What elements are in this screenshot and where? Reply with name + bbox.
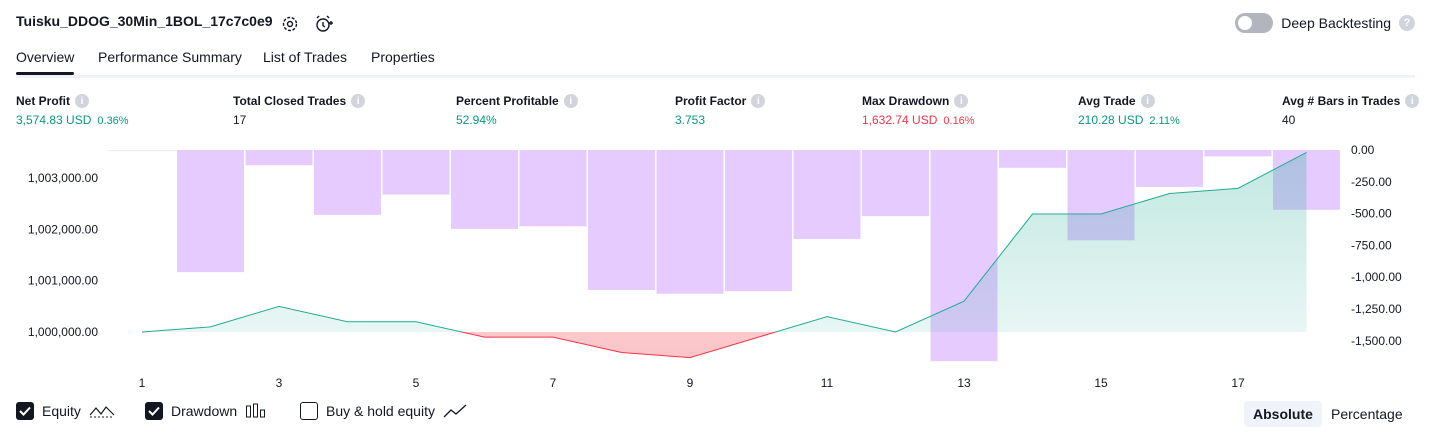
tab-overview[interactable]: Overview [16, 49, 74, 65]
drawdown-bar [794, 150, 861, 239]
x-axis-tick: 13 [957, 376, 971, 390]
legend-equity[interactable]: Equity [16, 402, 115, 420]
metric-value: 17 [233, 113, 246, 127]
x-axis-tick: 1 [139, 376, 146, 390]
equity-line-icon [89, 403, 115, 419]
metric-percent: 0.16% [943, 115, 974, 127]
x-axis-tick: 17 [1231, 376, 1245, 390]
help-icon[interactable]: i [1405, 94, 1419, 108]
equity-legend-label: Equity [42, 403, 81, 419]
strategy-title: Tuisku_DDOG_30Min_1BOL_17c7c0e9 [16, 13, 273, 29]
right-axis-tick: -1,000.00 [1351, 270, 1402, 284]
metric-value: 1,632.74 USD [862, 113, 937, 127]
legend-drawdown[interactable]: Drawdown [145, 402, 267, 420]
drawdown-bar [588, 150, 655, 290]
right-axis-tick: -1,500.00 [1351, 334, 1402, 348]
legend-buyhold[interactable]: Buy & hold equity [300, 402, 467, 420]
metric-value: 40 [1282, 113, 1295, 127]
metric-label: Profit Factor [675, 94, 746, 108]
add-alert-icon[interactable] [314, 14, 334, 34]
help-icon[interactable]: i [564, 94, 578, 108]
right-axis-tick: -750.00 [1351, 238, 1392, 252]
metric-label: Max Drawdown [862, 94, 949, 108]
drawdown-bar [862, 150, 929, 216]
metric-percent-profitable: Percent Profitable i 52.94% [456, 94, 578, 127]
x-axis-tick: 3 [276, 376, 283, 390]
drawdown-bar [999, 150, 1066, 168]
left-axis-tick: 1,003,000.00 [28, 171, 98, 185]
metric-label: Total Closed Trades [233, 94, 346, 108]
metric-net-profit: Net Profit i 3,574.83 USD 0.36% [16, 94, 129, 127]
x-axis-tick: 11 [821, 376, 834, 390]
x-axis-tick: 9 [687, 376, 694, 390]
metric-avg-trade: Avg Trade i 210.28 USD 2.11% [1078, 94, 1180, 127]
deep-backtesting-toggle[interactable] [1235, 13, 1273, 33]
right-axis-tick: -500.00 [1351, 207, 1392, 221]
left-axis-tick: 1,001,000.00 [28, 274, 98, 288]
help-icon[interactable]: i [954, 94, 968, 108]
help-icon[interactable]: i [751, 94, 765, 108]
help-icon[interactable]: i [75, 94, 89, 108]
tab-properties[interactable]: Properties [371, 49, 435, 65]
left-axis: 1,003,000.00 1,002,000.00 1,001,000.00 1,00… [28, 171, 98, 339]
metric-total-closed-trades: Total Closed Trades i 17 [233, 94, 365, 127]
x-axis: 1 3 5 7 9 11 13 15 17 [139, 376, 1245, 390]
metric-label: Avg Trade [1078, 94, 1136, 108]
tab-performance-summary[interactable]: Performance Summary [98, 49, 242, 65]
help-icon[interactable]: i [1141, 94, 1155, 108]
x-axis-tick: 15 [1094, 376, 1108, 390]
help-icon[interactable]: i [351, 94, 365, 108]
metric-value: 3,574.83 USD [16, 113, 91, 127]
drawdown-bar [725, 150, 792, 291]
percentage-button[interactable]: Percentage [1322, 401, 1412, 427]
equity-checkbox[interactable] [16, 402, 34, 420]
drawdown-checkbox[interactable] [145, 402, 163, 420]
metric-label: Net Profit [16, 94, 70, 108]
left-axis-tick: 1,000,000.00 [28, 325, 98, 339]
metric-percent: 0.36% [97, 115, 128, 127]
tab-list-of-trades[interactable]: List of Trades [263, 49, 347, 65]
drawdown-bar [520, 150, 587, 226]
right-axis-tick: 0.00 [1351, 143, 1375, 157]
buyhold-line-icon [443, 403, 467, 419]
drawdown-bar [657, 150, 724, 294]
metric-label: Percent Profitable [456, 94, 559, 108]
help-icon[interactable]: ? [1399, 15, 1415, 31]
metric-profit-factor: Profit Factor i 3.753 [675, 94, 765, 127]
x-axis-tick: 7 [550, 376, 557, 390]
right-axis: 0.00 -250.00 -500.00 -750.00 -1,000.00 -1,250… [1351, 143, 1402, 348]
right-axis-tick: -250.00 [1351, 175, 1392, 189]
right-axis-tick: -1,250.00 [1351, 302, 1402, 316]
metric-value: 52.94% [456, 113, 497, 127]
equity-drawdown-chart[interactable]: 1,003,000.00 1,002,000.00 1,001,000.00 1,00… [0, 140, 1431, 400]
left-axis-tick: 1,002,000.00 [28, 222, 98, 236]
drawdown-bar [1136, 150, 1203, 187]
metric-label: Avg # Bars in Trades [1282, 94, 1400, 108]
drawdown-bar [109, 150, 176, 151]
deep-backtesting-control: Deep Backtesting ? [1235, 13, 1415, 33]
settings-icon[interactable] [280, 14, 300, 34]
toggle-knob [1238, 16, 1252, 30]
report-tabs: Overview Performance Summary List of Tra… [16, 49, 1415, 78]
drawdown-bar [246, 150, 313, 165]
buyhold-legend-label: Buy & hold equity [326, 403, 435, 419]
metric-avg-bars: Avg # Bars in Trades i 40 [1282, 94, 1419, 127]
buyhold-checkbox[interactable] [300, 402, 318, 420]
x-axis-tick: 5 [413, 376, 420, 390]
drawdown-bars-icon [245, 403, 267, 419]
drawdown-legend-label: Drawdown [171, 403, 237, 419]
deep-backtesting-label: Deep Backtesting [1281, 15, 1391, 31]
drawdown-bar [1205, 150, 1272, 156]
metric-percent: 2.11% [1149, 115, 1179, 127]
metric-value: 3.753 [675, 113, 705, 127]
drawdown-bar [177, 150, 244, 272]
metric-max-drawdown: Max Drawdown i 1,632.74 USD 0.16% [862, 94, 975, 127]
drawdown-bar [383, 150, 450, 195]
absolute-button[interactable]: Absolute [1244, 401, 1322, 427]
drawdown-bar [451, 150, 518, 229]
metric-value: 210.28 USD [1078, 113, 1143, 127]
drawdown-bar [314, 150, 381, 215]
